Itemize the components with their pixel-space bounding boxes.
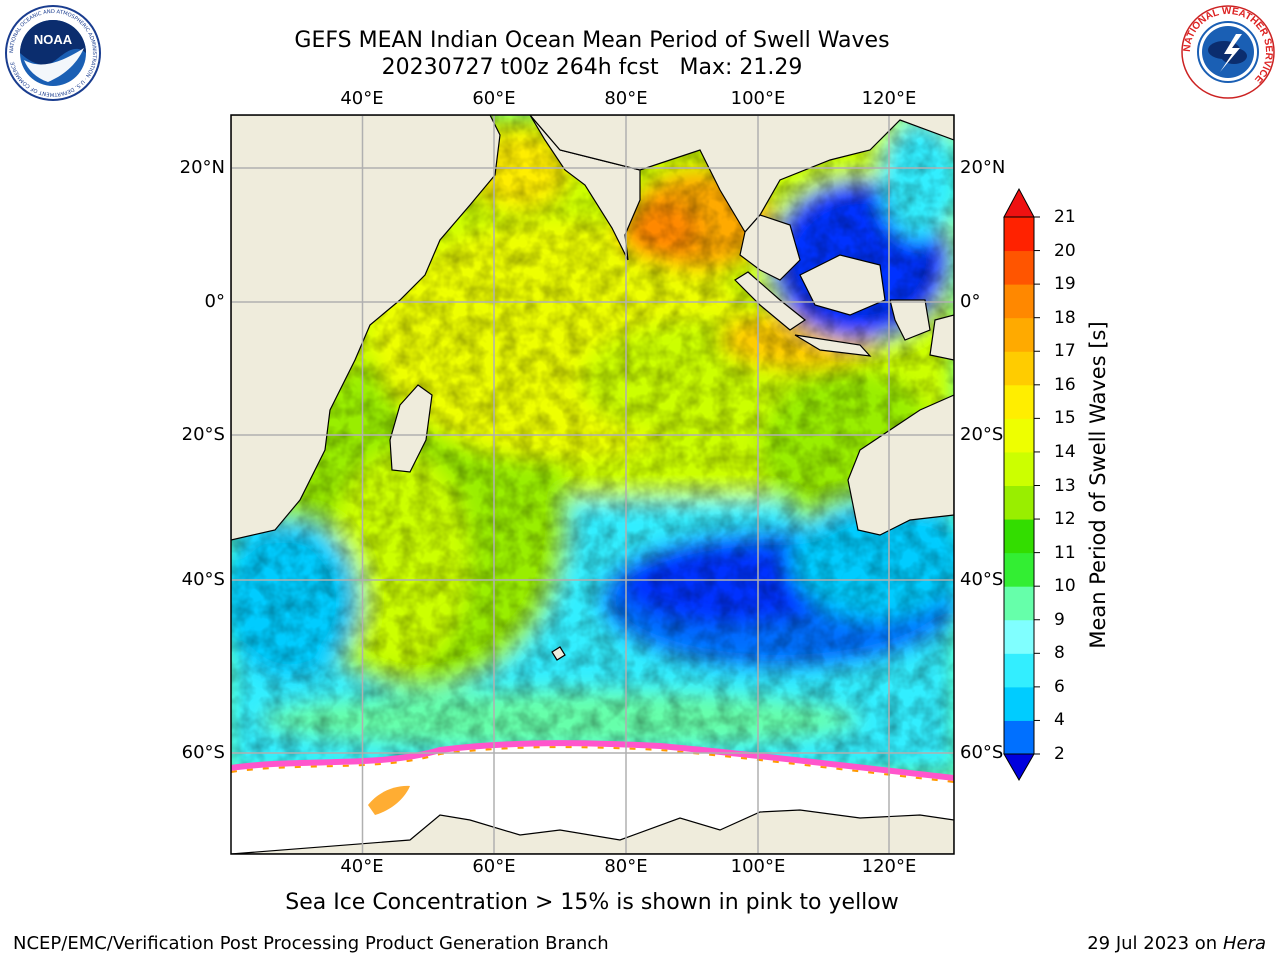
noaa-logo-text: NOAA [34, 32, 73, 47]
colorbar-segment [1004, 351, 1034, 386]
lat-tick-right: 60°S [960, 742, 1004, 763]
lon-tick-bottom: 40°E [340, 856, 384, 877]
colorbar-segment [1004, 720, 1034, 755]
land-borneo [799, 254, 886, 316]
land-kerguelen [551, 646, 566, 661]
colorbar-segment [1004, 552, 1034, 587]
lon-tick-top: 80°E [604, 88, 648, 109]
colorbar-extend-low [1003, 753, 1035, 782]
lat-tick-left: 60°S [181, 742, 225, 763]
map-frame [230, 114, 955, 855]
colorbar-segment [1004, 217, 1034, 252]
lat-tick-left: 0° [204, 291, 225, 312]
lat-tick-right: 0° [960, 291, 981, 312]
land-indochina [739, 214, 801, 281]
colorbar-segment [1004, 485, 1034, 520]
colorbar-tick-label: 9 [1054, 609, 1065, 630]
colorbar-segment [1004, 686, 1034, 721]
colorbar-tick-label: 11 [1054, 542, 1076, 563]
lon-tick-bottom: 80°E [604, 856, 648, 877]
lat-tick-right: 20°N [960, 157, 1006, 178]
colorbar-segment [1004, 619, 1034, 654]
colorbar-tick-label: 16 [1054, 374, 1076, 395]
colorbar [1003, 187, 1040, 782]
lat-tick-left: 40°S [181, 569, 225, 590]
colorbar-segment [1004, 451, 1034, 486]
colorbar-segment [1004, 284, 1034, 319]
colorbar-segment [1004, 586, 1034, 621]
colorbar-tick-label: 14 [1054, 441, 1076, 462]
lat-tick-left: 20°N [179, 157, 225, 178]
colorbar-tick-label: 15 [1054, 408, 1076, 429]
lat-tick-right: 40°S [960, 569, 1004, 590]
colorbar-segment [1004, 519, 1034, 554]
lon-tick-bottom: 100°E [730, 856, 786, 877]
lon-tick-top: 40°E [340, 88, 384, 109]
colorbar-tick-label: 19 [1054, 274, 1076, 295]
colorbar-tick-label: 12 [1054, 509, 1076, 530]
lon-tick-top: 100°E [730, 88, 786, 109]
noaa-logo: NOAA NATIONAL OCEANIC AND ATMOSPHERIC AD… [4, 4, 102, 102]
lon-tick-top: 60°E [472, 88, 516, 109]
chart-title: GEFS MEAN Indian Ocean Mean Period of Sw… [294, 28, 890, 53]
footer-credit: NCEP/EMC/Verification Post Processing Pr… [13, 933, 609, 954]
sea-ice-caption: Sea Ice Concentration > 15% is shown in … [285, 890, 899, 915]
sea-ice-edge-orange [231, 746, 954, 783]
colorbar-tick-label: 20 [1054, 240, 1076, 261]
colorbar-tick-label: 21 [1054, 207, 1076, 227]
colorbar-tick-label: 10 [1054, 576, 1076, 597]
chart-subtitle: 20230727 t00z 264h fcst Max: 21.29 [381, 55, 803, 80]
colorbar-segment [1004, 384, 1034, 419]
footer-host: Hera [1222, 933, 1266, 954]
land [231, 115, 954, 854]
colorbar-segment [1004, 653, 1034, 688]
colorbar-tick-label: 4 [1054, 710, 1065, 731]
land-australia [847, 394, 954, 536]
land-sulawesi [889, 299, 931, 341]
nws-logo: NATIONAL WEATHER SERVICE [1180, 4, 1276, 100]
colorbar-segment [1004, 317, 1034, 352]
colorbar-title: Mean Period of Swell Waves [s] [1086, 321, 1110, 649]
colorbar-tick-label: 17 [1054, 341, 1076, 362]
land-sumatra [734, 271, 807, 331]
colorbar-tick-label: 2 [1054, 744, 1065, 764]
lon-tick-bottom: 60°E [472, 856, 516, 877]
colorbar-tick-label: 18 [1054, 307, 1076, 328]
footer-date-text: 29 Jul 2023 on [1087, 933, 1223, 954]
lon-tick-bottom: 120°E [861, 856, 917, 877]
sea-ice-edge [231, 740, 954, 781]
colorbar-extend-high [1003, 187, 1035, 218]
land-madagascar [389, 384, 433, 473]
land-africa-arabia [231, 115, 501, 541]
colorbar-tick-label: 6 [1054, 676, 1065, 697]
colorbar-tick-label: 8 [1054, 643, 1065, 664]
land-antarctica [231, 809, 954, 854]
lat-tick-left: 20°S [181, 424, 225, 445]
lat-tick-right: 20°S [960, 424, 1004, 445]
sea-ice-patch [368, 785, 410, 815]
lon-tick-top: 120°E [861, 88, 917, 109]
colorbar-segment [1004, 250, 1034, 285]
land-java [794, 334, 872, 357]
colorbar-segment [1004, 418, 1034, 453]
colorbar-tick-label: 13 [1054, 475, 1076, 496]
land-new-guinea [929, 314, 954, 361]
gridlines [231, 115, 954, 854]
footer-date: 29 Jul 2023 on Hera [1087, 933, 1266, 954]
